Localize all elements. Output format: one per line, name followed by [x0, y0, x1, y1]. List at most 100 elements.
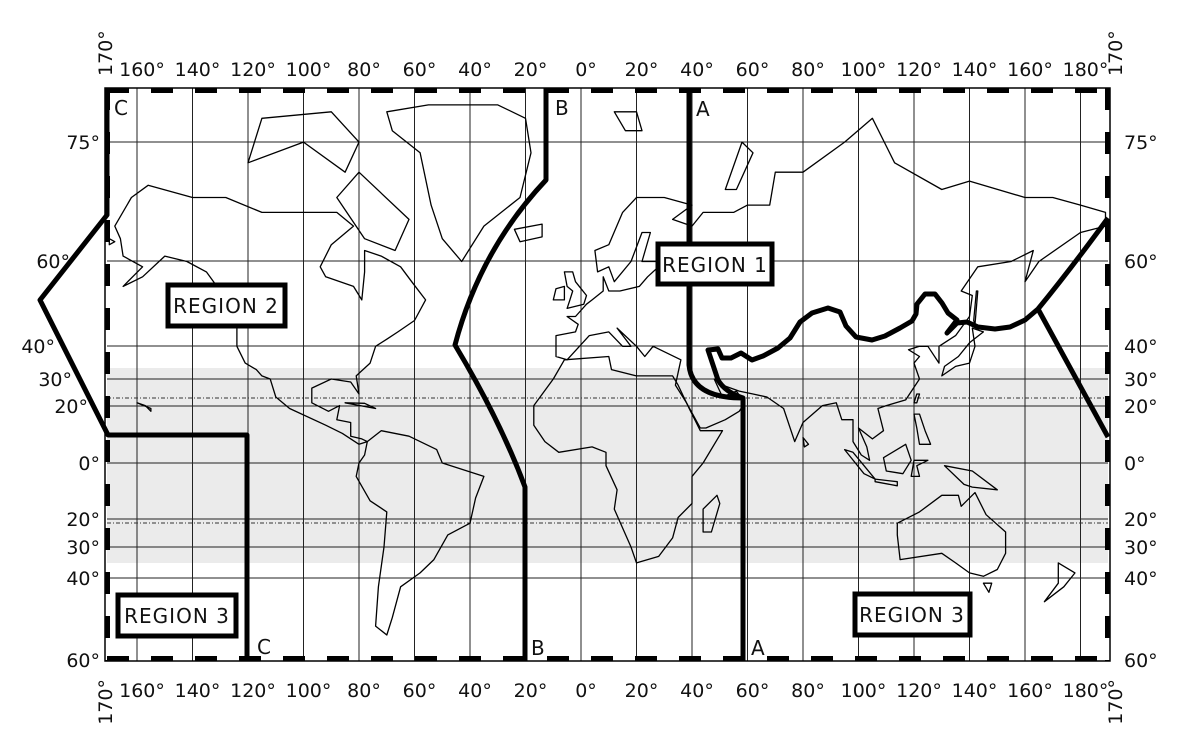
svg-text:REGION 1: REGION 1 — [662, 253, 768, 277]
left-latitude-label: 60° — [66, 650, 100, 672]
coastline-borneo — [882, 443, 912, 475]
coastline-kamchatka-islands — [108, 238, 116, 246]
top-longitude-label: 60° — [736, 59, 770, 81]
left-latitude-label: 0° — [78, 453, 100, 475]
coastline-sri-lanka — [802, 436, 810, 448]
top-longitude-label: 0° — [575, 59, 597, 81]
bottom-longitude-label: 160° — [1007, 680, 1053, 702]
bottom-longitude-label: 80° — [347, 680, 381, 702]
tropical-zone-shading — [107, 368, 1108, 563]
boundary-region1-region3 — [705, 216, 1111, 401]
line-c-bottom-letter: C — [257, 635, 271, 659]
right-latitude-label: 60° — [1124, 251, 1158, 273]
region-2-label: REGION 2 — [165, 282, 288, 329]
bottom-longitude-label: 0° — [575, 680, 597, 702]
left-latitude-label: 40° — [21, 336, 55, 358]
top-longitude-label: 140° — [952, 59, 998, 81]
right-latitude-label: 75° — [1124, 132, 1158, 154]
svg-text:REGION 3: REGION 3 — [124, 604, 230, 628]
region-1-label: REGION 1 — [655, 241, 775, 287]
bottom-longitude-label: 140° — [175, 680, 221, 702]
coastline-madagascar — [702, 494, 721, 533]
top-longitude-label: 80° — [347, 59, 381, 81]
top-longitude-label: 120° — [896, 59, 942, 81]
region-3-east-label: REGION 3 — [852, 591, 973, 638]
line-a-bottom-letter: A — [751, 636, 765, 660]
coastline-ireland — [552, 285, 566, 301]
coastline-australia — [896, 491, 1007, 577]
right-latitude-label: 0° — [1124, 453, 1146, 475]
top-longitude-label: 60° — [403, 59, 437, 81]
coastline-africa — [533, 355, 724, 564]
top-longitude-label: 20° — [514, 59, 548, 81]
coastline-novaya-zemlya — [724, 141, 754, 191]
bottom-longitude-label: 100° — [286, 680, 332, 702]
top-longitude-label: 40° — [458, 59, 492, 81]
axis-labels: 160° 160° 140° 140° 120° 120° 100° 100° 80° 80° 60… — [21, 30, 1157, 725]
left-latitude-label: 60° — [36, 251, 70, 273]
coastline-arctic-islands — [247, 111, 360, 173]
right-latitude-label: 60° — [1124, 650, 1158, 672]
top-longitude-label: 100° — [841, 59, 887, 81]
top-longitude-label: 100° — [286, 59, 332, 81]
coastline-philippines — [913, 413, 932, 445]
top-longitude-label: 40° — [680, 59, 714, 81]
line-a-top-letter: A — [696, 97, 710, 121]
coastline-svalbard — [613, 111, 643, 132]
bottom-longitude-label: 40° — [458, 680, 492, 702]
bottom-longitude-label: 40° — [680, 680, 714, 702]
coastline-new-guinea — [943, 465, 998, 491]
coastline-sulawesi — [910, 459, 929, 478]
left-latitude-label: 40° — [66, 568, 100, 590]
boundary-line-c — [37, 88, 250, 661]
bottom-longitude-label: 180° — [1063, 680, 1109, 702]
line-c-top-letter: C — [114, 96, 128, 120]
bottom-longitude-label: 140° — [952, 680, 998, 702]
coastline-taiwan — [913, 393, 921, 404]
line-b-bottom-letter: B — [531, 636, 545, 660]
edge-longitude-label-bottom-left: 170° — [95, 679, 117, 725]
coastline-south-america — [355, 430, 485, 636]
coastline-java — [874, 478, 898, 487]
top-longitude-label: 120° — [230, 59, 276, 81]
right-latitude-label: 30° — [1124, 537, 1158, 559]
bottom-longitude-label: 120° — [230, 680, 276, 702]
graticule — [107, 88, 1108, 661]
coastline-sakhalin — [973, 290, 979, 325]
edge-longitude-label-top-right: 170° — [1105, 30, 1127, 76]
line-b-top-letter: B — [555, 96, 569, 120]
bottom-longitude-label: 60° — [736, 680, 770, 702]
boundary-line-b — [452, 88, 549, 661]
left-latitude-label: 75° — [66, 132, 100, 154]
top-longitude-label: 80° — [791, 59, 825, 81]
bottom-longitude-label: 20° — [625, 680, 659, 702]
top-longitude-label: 160° — [1007, 59, 1053, 81]
svg-text:REGION 2: REGION 2 — [173, 294, 279, 318]
right-latitude-label: 30° — [1124, 369, 1158, 391]
top-longitude-label: 20° — [625, 59, 659, 81]
coastlines — [108, 104, 1107, 636]
right-latitude-label: 40° — [1124, 568, 1158, 590]
region-3-west-label: REGION 3 — [115, 592, 239, 639]
right-latitude-label: 40° — [1124, 336, 1158, 358]
coastline-great-britain — [563, 271, 588, 310]
coastline-baffin-island — [336, 171, 410, 252]
left-latitude-label: 30° — [38, 369, 72, 391]
coastline-iceland — [513, 223, 543, 243]
top-longitude-label: 160° — [119, 59, 165, 81]
edge-longitude-label-top-left: 170° — [95, 30, 117, 76]
edge-longitude-label-bottom-right: 170° — [1105, 679, 1127, 725]
bottom-longitude-label: 60° — [403, 680, 437, 702]
bottom-longitude-label: 120° — [896, 680, 942, 702]
coastline-cuba — [344, 402, 377, 410]
top-longitude-label: 140° — [175, 59, 221, 81]
bottom-longitude-label: 100° — [841, 680, 887, 702]
bottom-longitude-label: 160° — [119, 680, 165, 702]
left-latitude-label: 20° — [54, 396, 88, 418]
coastline-greenland — [386, 104, 532, 263]
left-latitude-label: 30° — [66, 537, 100, 559]
right-latitude-label: 20° — [1124, 509, 1158, 531]
svg-text:REGION 3: REGION 3 — [859, 603, 965, 627]
coastline-tasmania — [982, 582, 993, 593]
